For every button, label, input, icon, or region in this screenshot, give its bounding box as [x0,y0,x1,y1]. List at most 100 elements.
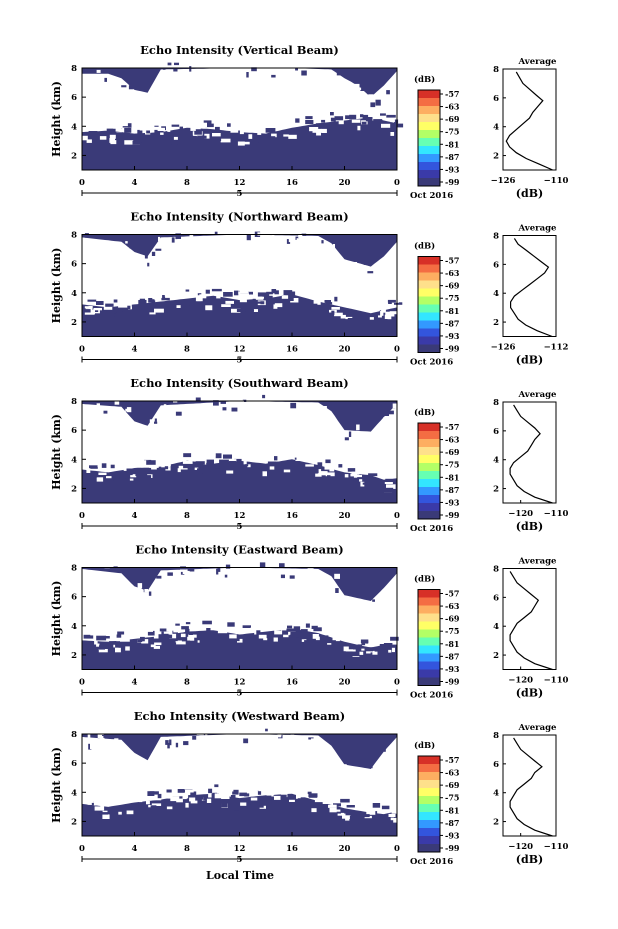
colorbar-swatch [418,645,440,654]
heatmap-speckle [266,291,273,295]
heatmap-speckle [115,643,121,648]
heatmap-speckle [380,113,386,116]
heatmap-speckle [256,395,259,399]
profile-x-tick-label: −112 [544,343,569,353]
heatmap-speckle [310,72,317,76]
heatmap-speckle [189,304,198,310]
heatmap-speckle [173,562,178,566]
heatmap-speckle [165,792,175,796]
heatmap-speckle [176,798,183,803]
heatmap-speckle [257,232,261,236]
heatmap-speckle [283,464,288,469]
heatmap-speckle [231,407,238,412]
heatmap-speckle [175,290,185,296]
heatmap-speckle [168,291,176,296]
x-tick-label: 20 [339,511,351,521]
heatmap-speckle [284,621,293,625]
heatmap-speckle [276,456,283,460]
heatmap-speckle [214,137,222,141]
heatmap-speckle [289,799,295,802]
heatmap-speckle [82,309,91,313]
heatmap-speckle [185,790,194,793]
heatmap-speckle [330,117,336,122]
heatmap-speckle [142,461,148,466]
profile-y-tick-label: 4 [493,622,499,632]
heatmap-speckle [147,630,155,636]
heatmap-speckle [85,630,91,636]
heatmap-speckle [313,571,319,578]
colorbar-label: -69 [445,447,460,457]
colorbar-swatch [418,487,440,496]
colorbar-swatch [418,439,440,448]
heatmap-speckle [386,90,390,95]
profile-x-tick-label: −110 [544,676,569,686]
heatmap-speckle [383,748,386,752]
colorbar-label: -99 [445,177,460,187]
heatmap-speckle [224,574,228,578]
heatmap-speckle [177,239,183,243]
heatmap-speckle [118,634,125,639]
heatmap-speckle [116,297,121,300]
heatmap-speckle [381,123,391,128]
heatmap-speckle [301,639,307,642]
heatmap-speckle [327,475,331,479]
profile-y-tick-label: 8 [493,65,499,75]
heatmap-speckle [145,132,151,135]
heatmap-speckle [106,476,112,479]
heatmap-speckle [197,788,207,793]
heatmap-speckle [267,461,277,467]
heatmap-speckle [169,739,172,746]
heatmap-title: Echo Intensity (Westward Beam) [134,709,345,723]
heatmap-speckle [96,403,100,407]
colorbar-swatch [418,669,440,678]
heatmap-speckle [215,637,223,640]
heatmap-speckle [94,639,98,645]
heatmap-speckle [351,471,358,474]
heatmap-speckle [115,408,121,414]
colorbar-label: -87 [445,485,459,495]
heatmap-speckle [337,478,344,484]
heatmap-speckle [183,453,192,458]
x-tick-label: 12 [234,345,246,355]
heatmap-speckle [175,411,182,416]
heatmap-speckle [262,394,266,399]
x-tick-label: 20 [339,844,351,854]
heatmap-speckle [219,459,229,464]
y-tick-label: 2 [71,151,77,161]
heatmap-speckle [274,303,283,308]
heatmap-speckle [151,465,157,470]
heatmap-speckle [177,789,185,793]
heatmap-speckle [161,631,169,637]
heatmap-speckle [245,464,249,467]
heatmap-speckle [154,418,157,422]
heatmap-speckle [236,69,240,76]
heatmap-speckle [215,126,220,131]
date-label: Oct 2016 [410,857,453,867]
heatmap-speckle [387,299,396,303]
heatmap-speckle [234,290,239,296]
heatmap-speckle [133,143,142,146]
heatmap-speckle [321,793,327,796]
profile-y-tick-label: 8 [493,565,499,575]
colorbar-unit: (dB) [414,241,435,252]
heatmap-speckle [209,469,215,472]
heatmap-speckle [137,129,143,135]
heatmap-speckle [163,308,171,311]
heatmap-speckle [241,452,250,457]
heatmap-speckle [313,627,322,632]
profile-x-label: (dB) [516,354,543,367]
x-tick-label: 12 [234,511,246,521]
heatmap-speckle [96,69,101,73]
heatmap-speckle [208,792,212,798]
x-tick-label: 8 [184,178,190,188]
colorbar-swatch [418,653,440,662]
heatmap-speckle [391,811,400,814]
heatmap-speckle [225,466,235,471]
colorbar-label: -99 [445,510,460,520]
heatmap-speckle [167,572,173,576]
heatmap-speckle [394,302,403,305]
profile-title: Average [518,557,558,567]
profile-line [509,737,553,837]
heatmap-speckle [350,633,358,636]
heatmap-speckle [380,310,384,316]
